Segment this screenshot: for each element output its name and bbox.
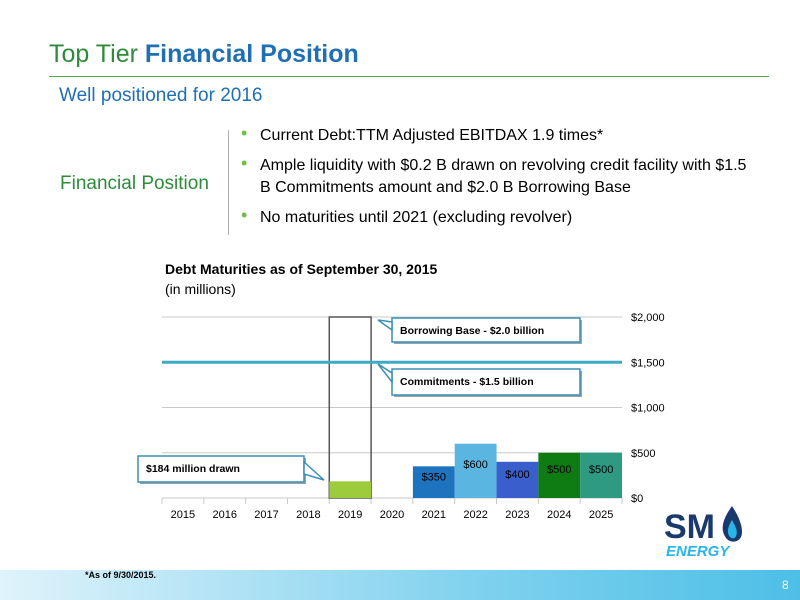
y-tick-label: $1,500 xyxy=(631,357,665,369)
logo-sm-text: SM xyxy=(664,508,715,546)
bar-data-label: $500 xyxy=(547,464,571,476)
y-tick-label: $2,000 xyxy=(631,312,665,324)
section-divider xyxy=(228,130,229,235)
bullet-text: Current Debt:TTM Adjusted EBITDAX 1.9 ti… xyxy=(260,127,604,144)
drawn-callout-pointer xyxy=(303,460,325,481)
x-tick-label: 2016 xyxy=(212,509,236,521)
page-number: 8 xyxy=(782,578,789,592)
borrowing-base-callout-pointer xyxy=(377,319,393,332)
bar-data-label: $600 xyxy=(463,459,487,471)
x-tick-label: 2017 xyxy=(254,509,278,521)
slide-subtitle: Well positioned for 2016 xyxy=(59,85,263,106)
x-tick-label: 2019 xyxy=(338,509,362,521)
bar-data-label: $500 xyxy=(589,464,613,476)
y-tick-label: $0 xyxy=(631,493,643,505)
bullet-dot-icon: • xyxy=(241,123,248,143)
bullet-item: • Ample liquidity with $0.2 B drawn on re… xyxy=(238,153,758,199)
bullet-item: • Current Debt:TTM Adjusted EBITDAX 1.9 t… xyxy=(238,123,758,147)
bullet-text: Ample liquidity with $0.2 B drawn on rev… xyxy=(260,157,747,196)
logo-energy-text: ENERGY xyxy=(666,543,731,560)
bar-2019 xyxy=(329,481,372,498)
bar-2022 xyxy=(454,443,497,498)
chart-title: Debt Maturities as of September 30, 2015 xyxy=(165,261,438,277)
bar-2021 xyxy=(412,466,455,498)
bar-data-label: $400 xyxy=(505,469,529,481)
x-tick-label: 2020 xyxy=(380,509,404,521)
footer-band xyxy=(0,570,800,600)
x-tick-label: 2021 xyxy=(422,509,446,521)
x-tick-label: 2022 xyxy=(463,509,487,521)
borrowing-base-callout-text: Borrowing Base - $2.0 billion xyxy=(400,325,544,337)
x-tick-label: 2024 xyxy=(547,509,571,521)
bar-2023 xyxy=(496,461,539,498)
bullet-dot-icon: • xyxy=(241,205,248,225)
chart-subtitle: (in millions) xyxy=(165,281,236,297)
commitments-callout-text: Commitments - $1.5 billion xyxy=(400,376,534,388)
bar-2025 xyxy=(580,452,622,498)
drawn-callout-text: $184 million drawn xyxy=(146,463,240,475)
title-bold: Financial Position xyxy=(144,40,359,68)
y-tick-label: $500 xyxy=(631,448,655,460)
flame-inner-icon xyxy=(727,520,737,539)
sm-energy-logo: SM ENERGY xyxy=(664,506,742,560)
bullet-item: • No maturities until 2021 (excluding rev… xyxy=(238,205,758,229)
commitments-callout-pointer xyxy=(377,363,393,385)
title-plain: Top Tier xyxy=(49,40,145,68)
footnote: *As of 9/30/2015. xyxy=(85,570,157,580)
bullet-dot-icon: • xyxy=(241,153,248,173)
bar-2024 xyxy=(538,452,581,498)
drawn-callout-box xyxy=(137,455,305,483)
x-tick-label: 2025 xyxy=(589,509,613,521)
bar-data-label: $350 xyxy=(422,472,446,484)
bullet-list: • Current Debt:TTM Adjusted EBITDAX 1.9 t… xyxy=(238,123,758,237)
x-tick-label: 2015 xyxy=(171,509,195,521)
title-underline xyxy=(49,76,769,77)
slide-title: Top Tier Financial Position xyxy=(49,40,359,69)
y-tick-label: $1,000 xyxy=(631,403,665,415)
bullet-text: No maturities until 2021 (excluding revo… xyxy=(260,209,573,226)
x-tick-label: 2018 xyxy=(296,509,320,521)
section-label: Financial Position xyxy=(60,173,209,194)
x-tick-label: 2023 xyxy=(505,509,529,521)
